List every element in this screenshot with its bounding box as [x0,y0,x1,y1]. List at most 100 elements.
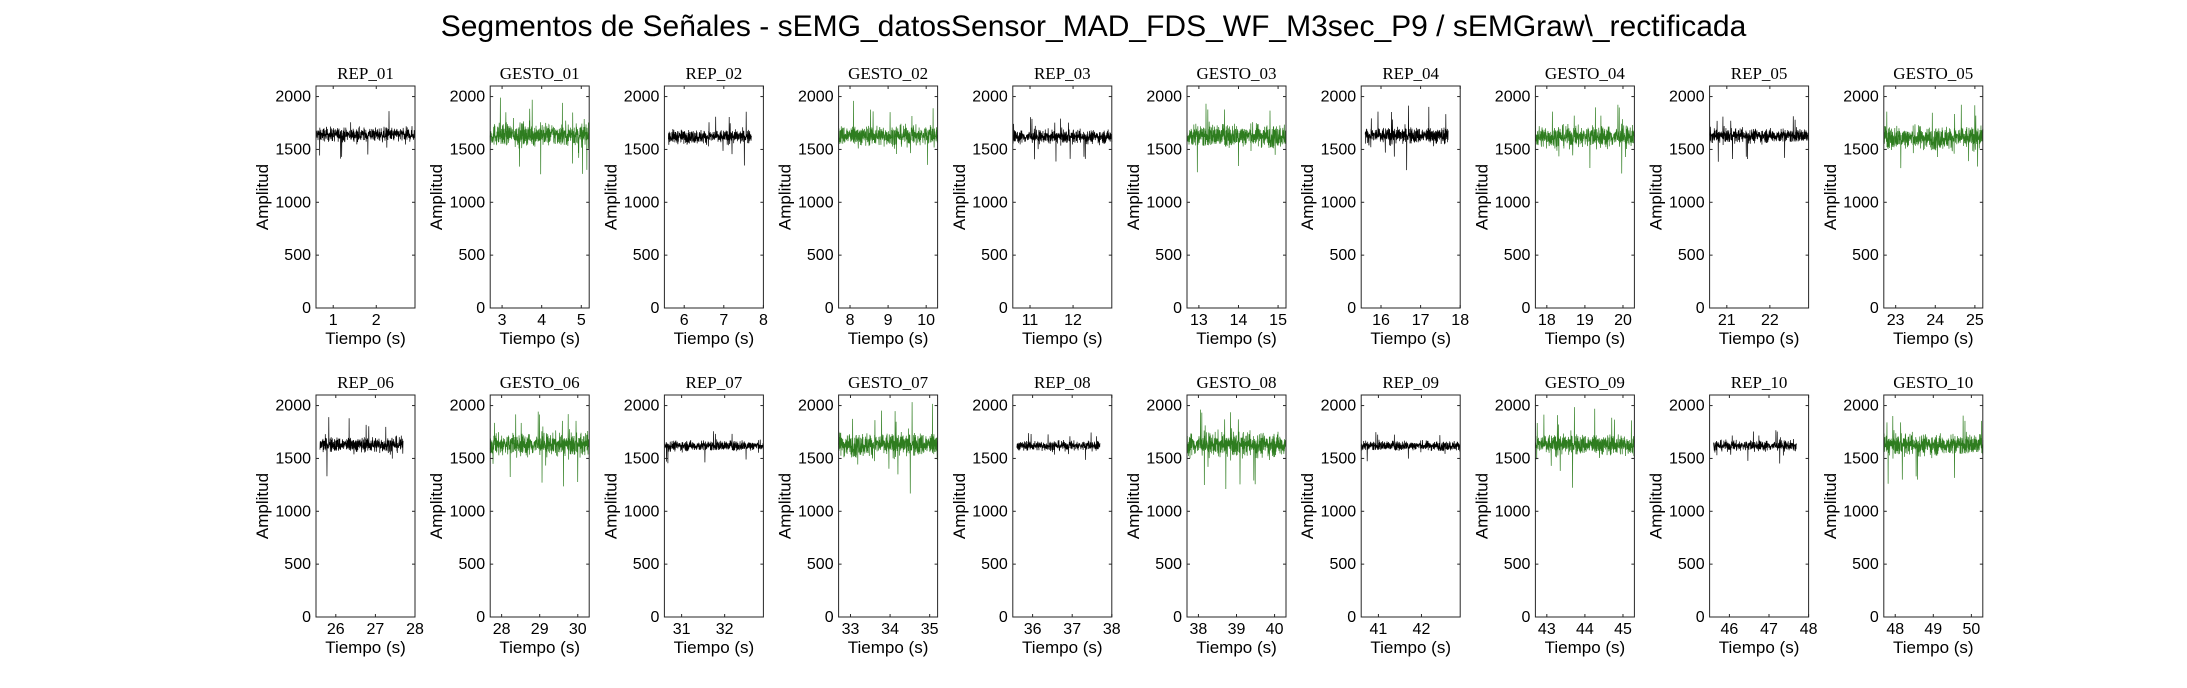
y-axis-label: Amplitud [601,473,620,539]
y-tick-label: 1000 [798,503,834,520]
y-tick-label: 0 [302,300,311,317]
x-tick-label: 45 [1614,621,1632,638]
x-tick-label: 29 [531,621,549,638]
x-tick-label: 25 [1966,312,1984,329]
x-tick-label: 19 [1576,312,1594,329]
x-tick-label: 33 [842,621,860,638]
subplot-gesto_07: 0 500 1000 1500 2000 33 34 35 GESTO_07 Tiempo (s)… [776,373,939,657]
y-tick-label: 0 [650,300,659,317]
y-tick-label: 500 [981,556,1008,573]
y-tick-label: 0 [1521,300,1530,317]
x-axis-label: Tiempo (s) [1893,329,1974,348]
x-tick-label: 18 [1538,312,1556,329]
y-tick-label: 500 [1504,247,1531,264]
x-tick-label: 13 [1190,312,1208,329]
y-tick-label: 0 [999,609,1008,626]
x-tick-label: 4 [537,312,546,329]
x-tick-label: 48 [1886,621,1904,638]
x-axis-label: Tiempo (s) [1196,329,1277,348]
y-axis-label: Amplitud [253,164,272,230]
x-tick-label: 6 [680,312,689,329]
subplot-gesto_02: 0 500 1000 1500 2000 8 9 10 GESTO_02 Tiempo (s) Am… [776,64,939,348]
y-tick-label: 500 [1504,556,1531,573]
y-tick-label: 500 [981,247,1008,264]
subplot-rep_09: 0 500 1000 1500 2000 41 42 REP_09 Tiempo (s) Ampl… [1298,373,1461,657]
signal-trace [1883,104,1984,169]
y-tick-label: 2000 [1146,89,1182,106]
y-axis-label: Amplitud [601,164,620,230]
x-axis-label: Tiempo (s) [1719,329,1800,348]
axes-box [315,394,416,618]
y-tick-label: 500 [633,556,660,573]
y-axis-label: Amplitud [427,164,446,230]
y-tick-label: 1500 [624,450,660,467]
y-tick-label: 500 [458,556,485,573]
y-tick-label: 0 [1870,300,1879,317]
y-tick-label: 1500 [1495,141,1531,158]
y-tick-label: 2000 [798,89,834,106]
subplot-title: GESTO_05 [1893,64,1973,83]
y-tick-label: 2000 [275,398,311,415]
y-tick-label: 1500 [798,141,834,158]
y-tick-label: 500 [807,556,834,573]
axes-box [1360,85,1461,309]
x-tick-label: 7 [719,312,728,329]
x-tick-label: 24 [1926,312,1944,329]
subplot-title: GESTO_02 [848,64,928,83]
x-tick-label: 1 [329,312,338,329]
y-tick-label: 1000 [450,194,486,211]
y-tick-label: 1000 [450,503,486,520]
subplot-gesto_09: 0 500 1000 1500 2000 43 44 45 GESTO_09 Tiempo (s)… [1472,373,1635,657]
y-tick-label: 0 [825,609,834,626]
y-tick-label: 1500 [972,141,1008,158]
y-axis-label: Amplitud [776,473,795,539]
signal-trace [315,111,416,159]
subplot-gesto_10: 0 500 1000 1500 2000 48 49 50 GESTO_10 Tiempo (s)… [1821,373,1984,657]
x-tick-label: 22 [1761,312,1779,329]
x-tick-label: 36 [1024,621,1042,638]
axes-box [1709,85,1810,309]
x-tick-label: 14 [1230,312,1248,329]
y-tick-label: 0 [999,300,1008,317]
x-tick-label: 44 [1576,621,1594,638]
x-tick-label: 47 [1760,621,1778,638]
y-tick-label: 1000 [275,194,311,211]
y-tick-label: 0 [302,609,311,626]
x-tick-label: 28 [493,621,511,638]
y-tick-label: 1000 [798,194,834,211]
axes-box [838,394,939,618]
signal-trace [1364,105,1449,171]
x-tick-label: 41 [1370,621,1388,638]
axes-box [1186,85,1287,309]
x-tick-label: 5 [577,312,586,329]
x-tick-label: 35 [921,621,939,638]
x-axis-label: Tiempo (s) [674,329,755,348]
x-axis-label: Tiempo (s) [1545,329,1626,348]
y-axis-label: Amplitud [1472,473,1491,539]
y-axis-label: Amplitud [1298,164,1317,230]
x-tick-label: 17 [1412,312,1430,329]
y-tick-label: 500 [1329,556,1356,573]
x-tick-label: 42 [1413,621,1431,638]
y-tick-label: 1000 [624,194,660,211]
y-tick-label: 1500 [1669,141,1705,158]
y-tick-label: 1000 [1495,194,1531,211]
y-tick-label: 1500 [1146,141,1182,158]
subplot-title: REP_01 [337,64,394,83]
signal-trace [319,417,404,477]
x-axis-label: Tiempo (s) [1370,329,1451,348]
subplot-rep_06: 0 500 1000 1500 2000 26 27 28 REP_06 Tiempo (s) Am… [253,373,424,657]
y-tick-label: 1500 [1669,450,1705,467]
signal-trace [1709,116,1809,162]
y-tick-label: 1500 [972,450,1008,467]
y-tick-label: 2000 [1495,398,1531,415]
x-tick-label: 11 [1022,312,1039,329]
x-tick-label: 43 [1538,621,1556,638]
y-tick-label: 0 [1870,609,1879,626]
y-tick-label: 500 [1155,247,1182,264]
subplot-title: REP_08 [1034,373,1091,392]
y-tick-label: 2000 [1669,89,1705,106]
x-axis-label: Tiempo (s) [1545,638,1626,657]
y-tick-label: 500 [1852,556,1879,573]
y-tick-label: 2000 [1669,398,1705,415]
